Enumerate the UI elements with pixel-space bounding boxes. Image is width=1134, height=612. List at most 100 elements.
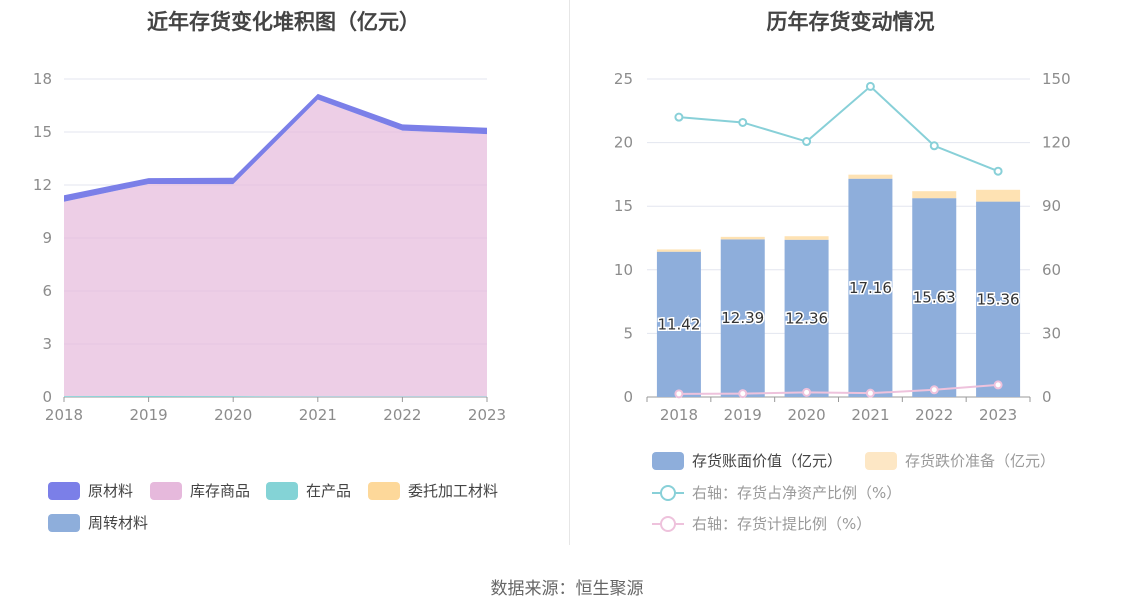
legend-swatch [652, 451, 684, 470]
y-tick-label: 15 [33, 123, 52, 141]
right-chart-title: 历年存货变动情况 [766, 10, 935, 34]
right-y-tick-label: 60 [1042, 261, 1061, 279]
legend-consigned[interactable]: 委托加工材料 [368, 480, 498, 501]
legend-swatch [48, 481, 80, 500]
legend-label: 原材料 [88, 482, 134, 500]
book-value-bar [720, 239, 765, 397]
impairment-bar [720, 236, 765, 240]
legend-inventory-goods[interactable]: 库存商品 [150, 480, 250, 501]
book-value-bar [656, 251, 701, 397]
legend-swatch [266, 481, 298, 500]
legend-swatch [48, 513, 80, 532]
net-asset-ratio-point [929, 141, 939, 151]
left-y-tick-label: 5 [623, 324, 633, 342]
left-y-tick-label: 20 [614, 134, 633, 152]
right-y-tick-label: 90 [1042, 197, 1061, 215]
book-value-bar [912, 198, 957, 397]
x-tick-label: 2020 [787, 406, 825, 424]
legend-label: 右轴：存货计提比例（%） [692, 515, 872, 533]
inventory-stack-chart-panel: 近年存货变化堆积图（亿元） 0 3 6 9 12 15 18 2018 2019 2020 2021… [0, 0, 567, 560]
inventory-change-chart-panel: 历年存货变动情况 0 5 10 15 20 25 0 30 60 90 120 150 2018 2019… [567, 0, 1134, 560]
legend-net-asset-ratio[interactable]: 右轴：存货占净资产比例（%） [652, 482, 901, 503]
y-tick-label: 3 [42, 335, 52, 353]
book-value-label: 17.16 [849, 279, 892, 297]
y-tick-label: 18 [33, 70, 52, 88]
right-y-tick-label: 30 [1042, 324, 1061, 342]
net-asset-ratio-point [865, 81, 875, 91]
legend-label: 委托加工材料 [408, 482, 499, 500]
x-tick-label: 2022 [383, 406, 421, 424]
legend-label: 右轴：存货占净资产比例（%） [692, 484, 902, 502]
inventory-change-chart: 0 5 10 15 20 25 0 30 60 90 120 150 2018 2019 2020 2021 2… [614, 70, 1071, 424]
impairment-bar [656, 249, 701, 252]
book-value-label: 12.39 [721, 309, 764, 327]
left-y-tick-label: 0 [623, 388, 633, 406]
wip-area [64, 395, 487, 397]
legend-swatch [368, 481, 400, 500]
y-tick-label: 9 [42, 229, 52, 247]
legend-wip[interactable]: 在产品 [266, 480, 351, 501]
provision-ratio-line [678, 383, 999, 395]
y-tick-label: 6 [42, 282, 52, 300]
legend-raw-material[interactable]: 原材料 [48, 480, 133, 501]
left-chart-title: 近年存货变化堆积图（亿元） [147, 10, 420, 34]
inventory-goods-area [64, 99, 487, 397]
x-tick-label: 2018 [45, 406, 83, 424]
left-y-tick-label: 15 [614, 197, 633, 215]
legend-swatch [150, 481, 182, 500]
panel-divider [569, 0, 570, 545]
x-tick-label: 2023 [979, 406, 1017, 424]
book-value-bar [784, 239, 829, 397]
book-value-label: 15.36 [977, 290, 1020, 308]
legend-label: 在产品 [306, 482, 352, 500]
inventory-stack-chart: 0 3 6 9 12 15 18 2018 2019 2020 2021 2022 2023 [33, 70, 506, 424]
x-tick-label: 2020 [214, 406, 252, 424]
book-value-label: 15.63 [913, 289, 956, 307]
provision-ratio-point [865, 388, 875, 398]
impairment-bar [912, 191, 957, 199]
legend-label: 周转材料 [88, 514, 149, 532]
x-tick-label: 2022 [915, 406, 953, 424]
book-value-label: 12.36 [785, 309, 828, 327]
impairment-bar [848, 174, 893, 179]
provision-ratio-point [738, 389, 748, 399]
data-source-note: 数据来源：恒生聚源 [490, 579, 644, 599]
legend-turnover[interactable]: 周转材料 [48, 512, 148, 533]
legend-swatch [865, 451, 897, 470]
net-asset-ratio-point [802, 137, 812, 147]
y-tick-label: 12 [33, 176, 52, 194]
left-y-tick-label: 10 [614, 261, 633, 279]
right-y-tick-label: 120 [1042, 134, 1071, 152]
provision-ratio-point [802, 387, 812, 397]
legend-provision-ratio[interactable]: 右轴：存货计提比例（%） [652, 513, 871, 534]
left-y-tick-label: 25 [614, 70, 633, 88]
y-tick-label: 0 [42, 388, 52, 406]
x-tick-label: 2021 [851, 406, 889, 424]
legend-swatch [652, 484, 684, 502]
legend-swatch [652, 515, 684, 533]
net-asset-ratio-point [993, 166, 1003, 176]
x-tick-label: 2023 [468, 406, 506, 424]
raw-material-area [64, 93, 487, 202]
book-value-bar [976, 201, 1021, 397]
provision-ratio-point [929, 385, 939, 395]
provision-ratio-point [674, 389, 684, 399]
net-asset-ratio-point [738, 117, 748, 127]
net-asset-ratio-line [678, 85, 999, 173]
net-asset-ratio-point [674, 112, 684, 122]
right-y-tick-label: 150 [1042, 70, 1071, 88]
impairment-bar [976, 189, 1021, 202]
right-y-tick-label: 0 [1042, 388, 1052, 406]
legend-label: 库存商品 [190, 482, 251, 500]
book-value-bar [848, 178, 893, 397]
impairment-bar [784, 236, 829, 240]
legend-book-value[interactable]: 存货账面价值（亿元） [652, 450, 842, 471]
legend-label: 存货跌价准备（亿元） [905, 452, 1056, 470]
legend-impairment[interactable]: 存货跌价准备（亿元） [865, 450, 1055, 471]
provision-ratio-point [993, 380, 1003, 390]
x-tick-label: 2021 [299, 406, 337, 424]
x-tick-label: 2019 [130, 406, 168, 424]
legend-label: 存货账面价值（亿元） [692, 452, 843, 470]
x-tick-label: 2018 [660, 406, 698, 424]
x-tick-label: 2019 [724, 406, 762, 424]
